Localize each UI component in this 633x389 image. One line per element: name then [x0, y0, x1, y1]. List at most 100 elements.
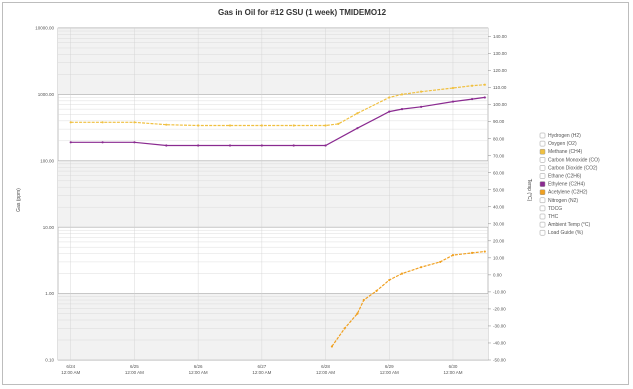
data-point — [337, 122, 340, 125]
data-point — [165, 144, 168, 147]
y-right-tick-label: 70.00 — [493, 153, 505, 158]
data-point — [324, 124, 327, 127]
data-point — [388, 110, 391, 113]
y-left-tick-label: 1000.00 — [38, 92, 55, 97]
legend-item[interactable]: Load Guide (%) — [539, 229, 583, 236]
data-point — [400, 272, 404, 275]
legend-item[interactable]: Ambient Temp (°C) — [539, 221, 591, 228]
data-point — [400, 93, 404, 96]
legend-item[interactable]: Ethane (C2H6) — [539, 173, 582, 180]
data-point — [165, 123, 168, 126]
y-right-tick-label: 30.00 — [493, 221, 505, 226]
decade-band — [58, 160, 488, 228]
y-right-tick-label: 50.00 — [493, 187, 505, 192]
data-point — [451, 100, 455, 103]
x-tick-label-date: 6/27 — [257, 364, 266, 369]
data-point — [228, 124, 232, 127]
x-tick-label-date: 6/30 — [449, 364, 458, 369]
y-right-tick-label: 10.00 — [493, 255, 505, 260]
legend-item[interactable]: THC — [539, 213, 559, 220]
series-line-0 — [70, 84, 485, 127]
legend-label: Load Guide (%) — [548, 230, 583, 236]
data-point — [439, 260, 442, 264]
data-point — [330, 345, 334, 348]
data-point — [470, 251, 474, 255]
legend-swatch — [539, 140, 546, 147]
y-right-tick-label: -10.00 — [493, 289, 506, 294]
data-point — [420, 105, 423, 108]
data-point — [343, 327, 346, 330]
legend-item[interactable]: Ethylene (C2H4) — [539, 181, 585, 188]
x-tick-label-time: 12:00 AM — [125, 370, 144, 375]
grid — [57, 27, 489, 361]
x-tick-label-date: 6/24 — [66, 364, 75, 369]
data-point — [292, 124, 295, 127]
legend-item[interactable]: Hydrogen (H2) — [539, 132, 581, 139]
y-right-tick-label: 90.00 — [493, 119, 505, 124]
legend-label: Ambient Temp (°C) — [548, 222, 591, 228]
legend-swatch — [539, 165, 546, 171]
legend-label: Acetylene (C2H2) — [548, 190, 588, 196]
legend-label: Nitrogen (N2) — [548, 198, 578, 204]
legend-item[interactable]: TDCG — [539, 205, 562, 212]
legend-label: Ethane (C2H6) — [548, 174, 582, 180]
legend-swatch — [539, 229, 546, 236]
data-point — [483, 96, 486, 99]
y-right-tick-label: 40.00 — [493, 204, 505, 209]
data-point — [483, 83, 486, 86]
chart-title: Gas in Oil for #12 GSU (1 week) TMIDEMO1… — [218, 8, 387, 17]
y-right-tick-label: 60.00 — [493, 170, 505, 175]
data-point — [356, 312, 359, 315]
data-point — [470, 97, 474, 101]
legend-item[interactable]: Acetylene (C2H2) — [539, 189, 588, 196]
x-tick-label-date: 6/25 — [130, 364, 139, 369]
data-point — [133, 141, 136, 144]
axes: 0.10 1.00 10.00 100.00 1000.00 10000.00 -50.00… — [35, 26, 507, 375]
legend[interactable]: Hydrogen (H2) Oxygen (O2) Methane (CH4) Car… — [539, 132, 600, 236]
y-right-tick-label: 120.00 — [493, 68, 507, 73]
data-point — [420, 90, 423, 93]
x-tick-label-time: 12:00 AM — [252, 370, 271, 375]
data-point — [324, 144, 327, 147]
legend-swatch — [539, 132, 546, 139]
legend-item[interactable]: Methane (CH4) — [539, 148, 583, 155]
legend-swatch — [539, 189, 546, 195]
data-point — [483, 250, 486, 253]
legend-item[interactable]: Oxygen (O2) — [539, 140, 577, 147]
x-tick-label-time: 12:00 AM — [380, 370, 399, 375]
y-right-tick-label: 140.00 — [493, 34, 507, 39]
data-point — [292, 144, 295, 147]
legend-label: Carbon Dioxide (CO2) — [548, 165, 598, 171]
legend-label: Oxygen (O2) — [548, 141, 577, 147]
data-point — [260, 144, 263, 147]
y-right-tick-label: -50.00 — [493, 358, 506, 363]
legend-item[interactable]: Carbon Monoxide (CO) — [539, 157, 600, 163]
legend-label: Carbon Monoxide (CO) — [548, 157, 600, 163]
y-right-tick-label: -40.00 — [493, 341, 506, 346]
y-right-tick-label: 110.00 — [493, 85, 507, 90]
x-tick-label-date: 6/26 — [194, 364, 203, 369]
data-point — [362, 298, 365, 302]
x-tick-label-date: 6/29 — [385, 364, 394, 369]
y-right-tick-label: -20.00 — [493, 307, 506, 312]
data-point — [375, 289, 378, 292]
series-line-2 — [331, 250, 485, 347]
y-left-tick-label: 1.00 — [45, 291, 54, 296]
x-tick-label-time: 12:00 AM — [316, 370, 335, 375]
data-point — [420, 266, 423, 269]
x-tick-label-time: 12:00 AM — [189, 370, 208, 375]
legend-swatch — [539, 205, 546, 212]
decade-band — [58, 293, 488, 360]
data-point — [388, 96, 391, 99]
legend-item[interactable]: Nitrogen (N2) — [539, 197, 578, 204]
legend-item[interactable]: Carbon Dioxide (CO2) — [539, 165, 598, 171]
series — [69, 83, 486, 348]
y-left-tick-label: 10000.00 — [35, 26, 54, 31]
data-point — [260, 124, 263, 127]
legend-label: Ethylene (C2H4) — [548, 182, 585, 188]
data-point — [228, 144, 232, 147]
y-right-tick-label: 20.00 — [493, 238, 505, 243]
data-point — [69, 121, 72, 124]
legend-label: THC — [548, 214, 559, 220]
